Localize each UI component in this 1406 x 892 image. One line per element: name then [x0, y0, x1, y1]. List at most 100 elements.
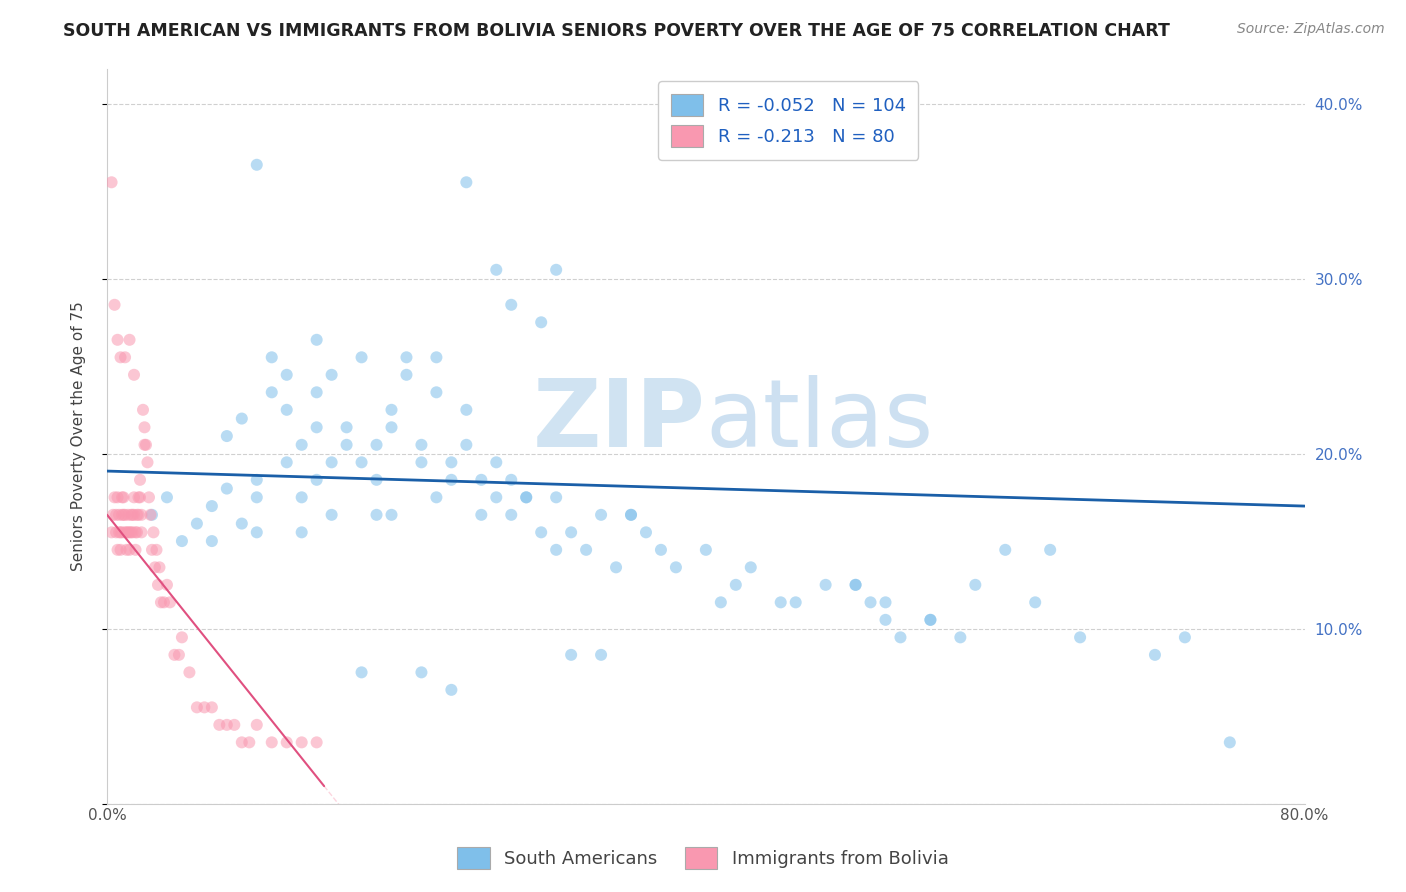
Point — [470, 508, 492, 522]
Point — [785, 595, 807, 609]
Legend: R = -0.052   N = 104, R = -0.213   N = 80: R = -0.052 N = 104, R = -0.213 N = 80 — [658, 81, 918, 160]
Y-axis label: Seniors Poverty Over the Age of 75: Seniors Poverty Over the Age of 75 — [72, 301, 86, 571]
Point — [575, 542, 598, 557]
Point — [134, 420, 156, 434]
Point — [124, 542, 146, 557]
Point — [131, 508, 153, 522]
Point — [141, 508, 163, 522]
Point — [124, 525, 146, 540]
Point — [456, 402, 478, 417]
Point — [170, 534, 193, 549]
Point — [291, 735, 314, 749]
Point — [875, 595, 897, 609]
Point — [138, 491, 160, 505]
Point — [366, 438, 388, 452]
Point — [110, 525, 132, 540]
Point — [110, 542, 132, 557]
Point — [440, 473, 463, 487]
Point — [246, 491, 269, 505]
Point — [101, 508, 124, 522]
Point — [425, 491, 447, 505]
Point — [395, 368, 418, 382]
Point — [118, 542, 141, 557]
Point — [111, 508, 134, 522]
Point — [122, 508, 145, 522]
Point — [112, 491, 135, 505]
Point — [395, 351, 418, 365]
Point — [291, 491, 314, 505]
Point — [920, 613, 942, 627]
Point — [156, 578, 179, 592]
Point — [114, 525, 136, 540]
Point — [122, 368, 145, 382]
Point — [470, 473, 492, 487]
Point — [620, 508, 643, 522]
Point — [1039, 542, 1062, 557]
Point — [120, 508, 142, 522]
Point — [485, 262, 508, 277]
Point — [1069, 631, 1091, 645]
Point — [139, 508, 162, 522]
Point — [1024, 595, 1046, 609]
Point — [128, 491, 150, 505]
Point — [231, 411, 253, 425]
Point — [136, 455, 159, 469]
Point — [336, 420, 359, 434]
Point — [740, 560, 762, 574]
Text: Source: ZipAtlas.com: Source: ZipAtlas.com — [1237, 22, 1385, 37]
Point — [546, 491, 568, 505]
Point — [515, 491, 537, 505]
Point — [153, 595, 176, 609]
Point — [260, 385, 283, 400]
Point — [440, 682, 463, 697]
Point — [530, 315, 553, 329]
Point — [501, 298, 523, 312]
Point — [110, 351, 132, 365]
Point — [560, 648, 582, 662]
Point — [920, 613, 942, 627]
Point — [710, 595, 733, 609]
Point — [260, 351, 283, 365]
Point — [215, 482, 238, 496]
Point — [546, 262, 568, 277]
Point — [620, 508, 643, 522]
Point — [246, 718, 269, 732]
Point — [118, 333, 141, 347]
Point — [859, 595, 882, 609]
Point — [276, 368, 298, 382]
Point — [143, 560, 166, 574]
Point — [129, 491, 152, 505]
Point — [142, 525, 165, 540]
Point — [350, 455, 373, 469]
Point — [591, 648, 613, 662]
Point — [114, 508, 136, 522]
Point — [515, 491, 537, 505]
Point — [246, 525, 269, 540]
Point — [366, 473, 388, 487]
Point — [108, 525, 131, 540]
Point — [665, 560, 688, 574]
Point — [485, 491, 508, 505]
Point — [125, 525, 148, 540]
Point — [650, 542, 672, 557]
Point — [201, 700, 224, 714]
Point — [121, 525, 143, 540]
Point — [321, 368, 343, 382]
Point — [105, 525, 128, 540]
Point — [605, 560, 627, 574]
Point — [107, 491, 129, 505]
Point — [276, 735, 298, 749]
Point — [485, 455, 508, 469]
Point — [238, 735, 260, 749]
Point — [135, 438, 157, 452]
Point — [132, 402, 155, 417]
Point — [115, 525, 138, 540]
Point — [134, 438, 156, 452]
Point — [845, 578, 868, 592]
Point — [246, 158, 269, 172]
Point — [769, 595, 792, 609]
Point — [208, 718, 231, 732]
Point — [845, 578, 868, 592]
Point — [634, 525, 657, 540]
Point — [440, 455, 463, 469]
